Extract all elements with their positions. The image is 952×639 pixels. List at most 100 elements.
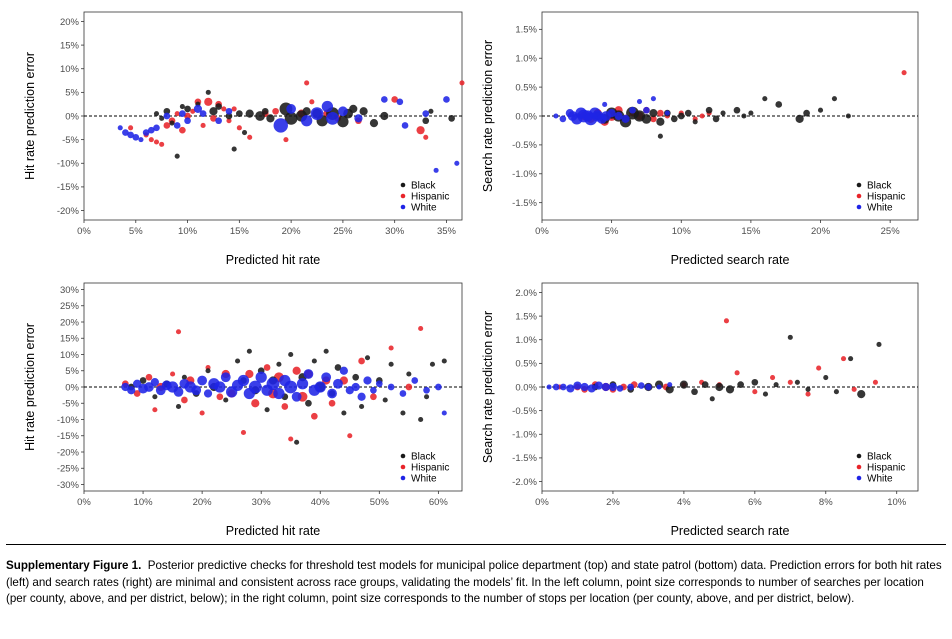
panel-top-right: -1.5% -1.0% -0.5% 0.0% 0.5% 1.0% 1.5% 0% 5% 10% 15…	[481, 11, 919, 267]
data-point-white	[664, 110, 670, 116]
figure-panels: -20% -15% -10% -5% 0% 5% 10% 15% 20% 0% 5% 10% 15% 20…	[23, 11, 919, 538]
data-point-hispanic	[128, 125, 134, 131]
data-point-black	[803, 109, 810, 117]
data-point-black	[665, 385, 674, 394]
data-point-black	[323, 348, 329, 354]
data-point-black	[428, 108, 434, 114]
data-point-white	[443, 96, 450, 103]
data-point-black	[424, 394, 430, 400]
data-point-hispanic	[221, 106, 227, 112]
data-point-white	[399, 390, 407, 397]
data-point-white	[627, 383, 635, 391]
legend-marker-black	[856, 182, 862, 188]
data-point-hispanic	[699, 113, 705, 119]
data-point-black	[174, 153, 180, 159]
x-tick-label: 10%	[134, 497, 154, 508]
data-point-hispanic	[328, 399, 336, 407]
data-point-white	[601, 382, 610, 392]
x-tick-label: 0%	[535, 226, 549, 237]
data-point-black	[382, 397, 388, 403]
legend-marker-hispanic	[400, 193, 406, 199]
data-point-black	[641, 114, 652, 124]
y-axis-label: Search rate prediction error	[481, 40, 495, 192]
x-tick-label: 8%	[819, 497, 833, 508]
data-point-white	[401, 122, 409, 129]
y-tick-label: -5%	[62, 399, 79, 410]
data-point-black	[715, 382, 724, 392]
data-point-white	[203, 389, 213, 398]
data-point-white	[370, 386, 377, 394]
x-tick-label: 10%	[178, 226, 198, 237]
data-point-hispanic	[358, 357, 365, 365]
data-point-black	[236, 110, 243, 117]
data-point-hispanic	[216, 393, 224, 401]
data-point-black	[684, 109, 692, 117]
data-point-hispanic	[200, 122, 206, 129]
y-tick-label: -15%	[57, 182, 80, 193]
data-point-black	[670, 115, 678, 123]
y-tick-label: 0.5%	[515, 359, 537, 370]
data-point-black	[288, 351, 294, 358]
data-point-white	[594, 381, 603, 390]
data-point-black	[388, 361, 394, 367]
data-point-hispanic	[770, 374, 776, 381]
data-point-black	[845, 113, 851, 119]
data-point-hispanic	[657, 109, 664, 117]
data-point-hispanic	[416, 126, 425, 135]
data-point-hispanic	[370, 393, 377, 401]
y-tick-label: 5%	[65, 366, 79, 377]
data-point-hispanic	[236, 125, 242, 131]
data-point-black	[352, 373, 360, 381]
x-tick-label: 10%	[672, 226, 692, 237]
data-point-white	[339, 366, 348, 375]
data-point-black	[733, 106, 741, 114]
y-axis-label: Hit rate prediction error	[23, 52, 37, 180]
caption-label: Supplementary Figure 1.	[6, 559, 142, 572]
data-point-white	[163, 112, 171, 120]
data-point-black	[831, 96, 837, 102]
data-point-white	[433, 167, 439, 173]
data-point-white	[580, 382, 589, 392]
data-point-white	[127, 131, 134, 139]
data-point-white	[310, 107, 324, 121]
data-point-black	[691, 388, 698, 396]
x-axis-label: Predicted hit rate	[226, 524, 321, 538]
data-point-white	[144, 382, 154, 392]
data-point-white	[199, 110, 207, 117]
legend-marker-white	[400, 204, 406, 210]
data-point-black	[429, 361, 436, 367]
data-point-white	[173, 122, 181, 129]
x-tick-label: 15%	[230, 226, 250, 237]
data-point-white	[184, 117, 191, 125]
data-point-white	[197, 375, 208, 386]
x-tick-label: 6%	[748, 497, 762, 508]
data-point-black	[341, 410, 347, 416]
data-point-black	[139, 377, 147, 384]
data-point-black	[261, 107, 269, 115]
data-point-white	[147, 126, 155, 134]
data-point-black	[741, 113, 747, 119]
data-point-white	[559, 383, 567, 391]
data-point-hispanic	[175, 329, 182, 335]
legend-label: Hispanic	[867, 192, 905, 203]
x-tick-label: 40%	[311, 497, 331, 508]
data-point-black	[369, 118, 379, 128]
data-point-black	[246, 348, 252, 354]
y-tick-label: 5%	[65, 88, 79, 99]
data-point-black	[823, 374, 829, 381]
data-point-hispanic	[723, 318, 730, 324]
data-point-black	[266, 114, 275, 123]
legend-marker-black	[400, 453, 406, 459]
legend-marker-hispanic	[856, 193, 862, 199]
data-point-black	[833, 389, 839, 395]
data-point-black	[255, 111, 265, 121]
x-tick-label: 20%	[811, 226, 831, 237]
data-point-hispanic	[179, 126, 186, 134]
data-point-black	[705, 106, 713, 114]
x-tick-label: 10%	[887, 497, 907, 508]
y-tick-label: -15%	[57, 431, 80, 442]
data-point-hispanic	[288, 436, 294, 442]
data-point-white	[214, 381, 226, 393]
data-point-black	[406, 371, 412, 377]
y-tick-label: 0.0%	[515, 382, 537, 393]
